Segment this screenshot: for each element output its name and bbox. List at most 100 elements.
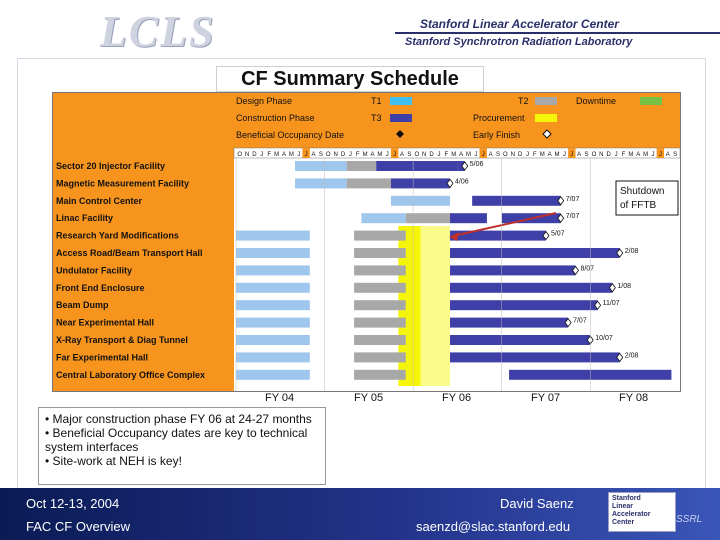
legend-swatch bbox=[535, 97, 557, 105]
procurement-block bbox=[420, 226, 451, 386]
footer-presenter: David Saenz bbox=[500, 496, 574, 511]
task-bar bbox=[236, 369, 310, 380]
task-bar bbox=[450, 300, 598, 311]
month-label: J bbox=[526, 152, 529, 158]
month-label: M bbox=[628, 152, 633, 158]
task-label: Front End Enclosure bbox=[56, 283, 145, 293]
annotation-arrowhead bbox=[449, 232, 459, 241]
finish-marker bbox=[564, 317, 572, 328]
task-bar bbox=[390, 178, 451, 189]
legend-marker bbox=[396, 130, 404, 138]
finish-date: 7/07 bbox=[573, 318, 587, 325]
month-label: A bbox=[459, 152, 463, 158]
task-label: Beam Dump bbox=[56, 300, 109, 310]
lcls-logo: LCLS bbox=[100, 7, 216, 56]
finish-marker bbox=[542, 230, 550, 241]
task-bar bbox=[405, 213, 451, 224]
task-bar bbox=[236, 265, 310, 276]
month-label: F bbox=[533, 152, 537, 158]
task-bar bbox=[354, 369, 406, 380]
finish-marker bbox=[446, 178, 454, 189]
month-label: J bbox=[386, 152, 389, 158]
legend-text: T1 bbox=[371, 96, 382, 106]
task-bar bbox=[450, 213, 487, 224]
task-label-background bbox=[53, 148, 234, 391]
task-bar bbox=[354, 265, 406, 276]
legend-text: T2 bbox=[518, 96, 529, 106]
task-bar bbox=[450, 335, 591, 345]
finish-marker bbox=[616, 248, 624, 258]
legend-text: Downtime bbox=[576, 96, 616, 106]
finish-date: 7/07 bbox=[566, 196, 580, 203]
month-label: A bbox=[636, 152, 640, 158]
task-bar bbox=[354, 230, 406, 241]
task-bar bbox=[376, 161, 458, 171]
fy-label: FY 06 bbox=[442, 392, 472, 404]
task-label: Research Yard Modifications bbox=[56, 231, 179, 241]
month-label: M bbox=[289, 152, 294, 158]
month-label: M bbox=[540, 152, 545, 158]
task-bar bbox=[295, 178, 347, 189]
task-label: Far Experimental Hall bbox=[56, 352, 148, 362]
finish-date: 5/06 bbox=[470, 161, 484, 168]
month-label: J bbox=[474, 152, 477, 158]
month-label: A bbox=[577, 152, 581, 158]
annotation-text: Shutdown bbox=[620, 186, 664, 197]
month-highlight bbox=[568, 148, 576, 158]
month-label: N bbox=[511, 152, 515, 158]
finish-date: 8/07 bbox=[580, 265, 594, 272]
month-label: S bbox=[585, 152, 589, 158]
legend-text: Construction Phase bbox=[236, 113, 315, 123]
task-bar bbox=[450, 230, 546, 241]
schedule-chart: Design Phase Construction Phase Beneficial… bbox=[52, 92, 681, 392]
month-label: N bbox=[599, 152, 603, 158]
finish-marker bbox=[616, 352, 624, 363]
finish-date: 1/08 bbox=[617, 283, 631, 290]
header-divider bbox=[395, 32, 720, 34]
task-bar bbox=[236, 248, 310, 258]
month-label: J bbox=[297, 152, 300, 158]
month-label: D bbox=[252, 152, 257, 158]
month-label: J bbox=[393, 152, 396, 158]
month-label: J bbox=[651, 152, 654, 158]
month-highlight bbox=[656, 148, 665, 158]
task-label: Linac Facility bbox=[56, 213, 113, 223]
fy-label: FY 07 bbox=[531, 392, 561, 404]
month-label: F bbox=[444, 152, 448, 158]
legend-swatch bbox=[390, 114, 412, 122]
task-label: Magnetic Measurement Facility bbox=[56, 178, 189, 188]
task-bar bbox=[236, 282, 310, 293]
slac-logo-text: Stanford bbox=[612, 495, 641, 502]
task-bar bbox=[346, 161, 377, 171]
month-label: A bbox=[400, 152, 404, 158]
month-label: N bbox=[422, 152, 426, 158]
task-bar bbox=[354, 248, 406, 258]
month-label: M bbox=[274, 152, 279, 158]
month-label: O bbox=[414, 152, 419, 158]
month-label: A bbox=[282, 152, 286, 158]
finish-date: 10/07 bbox=[595, 335, 613, 342]
month-label: J bbox=[349, 152, 352, 158]
legend-text: Design Phase bbox=[236, 96, 292, 106]
finish-date: 7/07 bbox=[566, 213, 580, 220]
task-bar bbox=[295, 161, 347, 171]
task-label: Access Road/Beam Transport Hall bbox=[56, 248, 203, 258]
month-label: M bbox=[363, 152, 368, 158]
bullet-item: • Major construction phase FY 06 at 24-2… bbox=[45, 412, 312, 426]
finish-marker bbox=[594, 300, 602, 310]
finish-marker bbox=[461, 161, 469, 171]
task-bar bbox=[346, 178, 391, 189]
month-label: O bbox=[592, 152, 597, 158]
legend-text: Early Finish bbox=[473, 130, 520, 140]
footer-email: saenzd@slac.stanford.edu bbox=[416, 519, 571, 534]
month-label: N bbox=[245, 152, 249, 158]
month-label: F bbox=[356, 152, 360, 158]
month-label: M bbox=[555, 152, 560, 158]
task-label: Central Laboratory Office Complex bbox=[56, 370, 205, 380]
footer-bar bbox=[0, 488, 720, 540]
finish-marker bbox=[557, 213, 565, 223]
org-name-ssrl: Stanford Synchrotron Radiation Laborator… bbox=[405, 36, 633, 48]
month-highlight bbox=[302, 148, 310, 158]
month-label: A bbox=[548, 152, 552, 158]
fy-label: FY 08 bbox=[619, 392, 649, 404]
